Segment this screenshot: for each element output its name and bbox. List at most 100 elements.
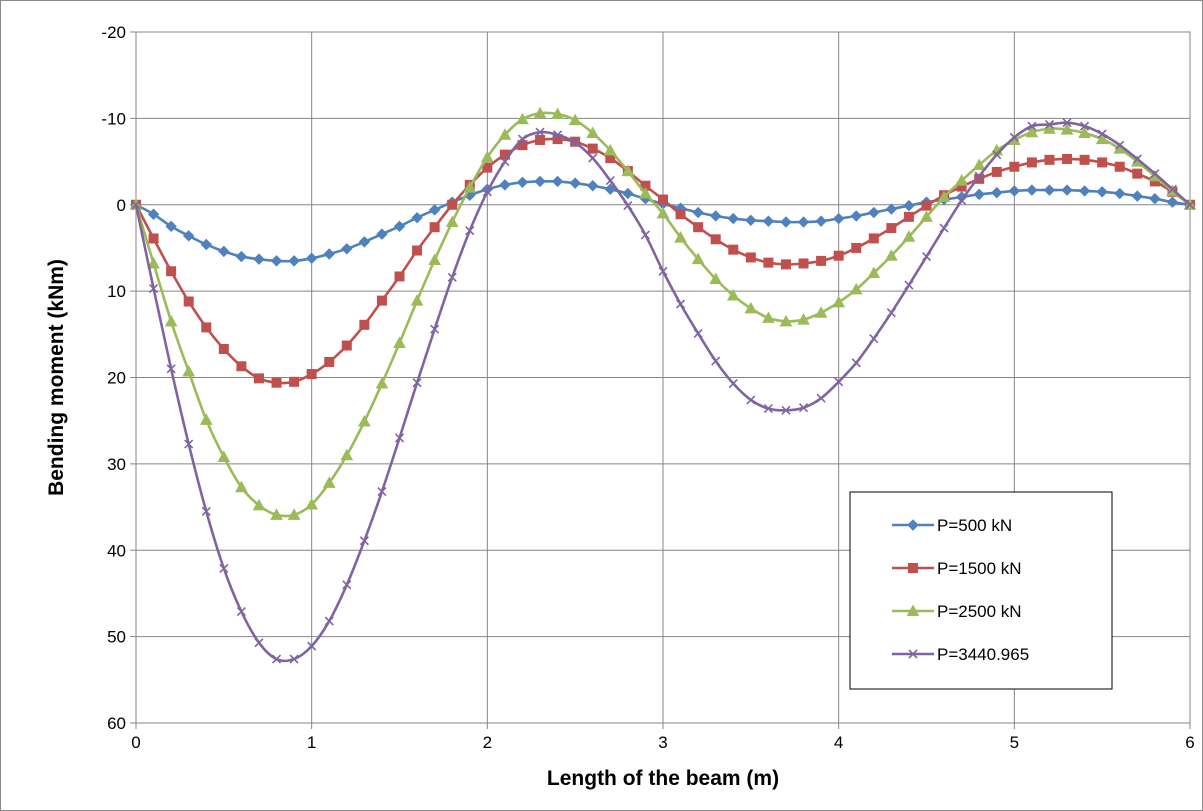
data-point (236, 607, 246, 617)
data-point (868, 206, 880, 219)
data-point (184, 439, 194, 449)
data-point (745, 214, 757, 227)
data-point (867, 266, 881, 278)
data-point (411, 211, 423, 224)
data-point (1044, 154, 1055, 165)
data-point (1062, 153, 1073, 164)
data-point (1114, 161, 1125, 172)
legend-swatch-marker (908, 649, 918, 659)
data-point (1167, 184, 1177, 194)
data-point (148, 233, 159, 244)
data-point (199, 413, 213, 425)
data-point (236, 361, 247, 372)
data-point (183, 296, 194, 307)
data-point (253, 253, 265, 265)
data-point (305, 497, 319, 510)
data-point (692, 206, 704, 219)
data-point (235, 250, 248, 263)
data-point (763, 257, 774, 268)
data-point (394, 271, 405, 282)
y-tick-label: 10 (107, 282, 126, 301)
data-point (358, 236, 371, 248)
data-point (869, 334, 879, 344)
data-point (974, 171, 984, 181)
data-point (516, 112, 529, 125)
data-point (200, 238, 212, 251)
x-tick-label: 6 (1185, 733, 1194, 752)
data-point (1025, 125, 1039, 138)
data-point (324, 356, 335, 367)
data-point (1009, 161, 1020, 172)
data-point (1097, 129, 1107, 139)
data-point (1043, 184, 1056, 196)
series-layer (129, 106, 1197, 664)
data-point (1009, 132, 1019, 142)
data-point (516, 176, 529, 188)
data-point (762, 215, 775, 227)
y-axis-ticks: -20 -10 0 10 20 30 40 50 60 (101, 23, 136, 733)
legend-label: P=1500 kN (937, 559, 1022, 578)
data-point (746, 395, 756, 405)
data-point (428, 253, 441, 266)
data-point (675, 209, 686, 220)
data-point (1008, 185, 1021, 197)
data-point (164, 314, 178, 327)
series-p-1500-kn (131, 134, 1195, 388)
data-point (254, 638, 264, 648)
data-point (780, 259, 791, 270)
data-point (393, 220, 406, 233)
x-tick-label: 2 (483, 733, 492, 752)
data-point (727, 212, 739, 225)
data-point (815, 215, 827, 227)
data-point (886, 308, 896, 318)
data-point (553, 130, 563, 140)
data-point (182, 364, 196, 377)
data-point (410, 294, 424, 306)
legend-item: P=1500 kN (892, 559, 1022, 578)
data-point (605, 175, 615, 186)
data-point (535, 134, 546, 145)
data-point (658, 194, 668, 205)
legend-swatch-marker (907, 519, 919, 531)
data-point (972, 158, 986, 171)
data-point (217, 450, 231, 462)
data-point (851, 242, 862, 253)
x-axis-title: Length of the beam (m) (547, 767, 779, 790)
data-point (868, 233, 879, 244)
data-point (902, 230, 916, 242)
data-point (463, 180, 477, 193)
data-point (640, 230, 650, 240)
data-point (832, 295, 846, 308)
data-point (201, 322, 212, 333)
x-tick-label: 5 (1010, 733, 1019, 752)
data-point (147, 208, 160, 220)
data-point (149, 283, 159, 294)
data-point (271, 654, 282, 664)
data-point (551, 175, 564, 188)
data-point (623, 201, 633, 211)
data-point (445, 215, 459, 228)
data-point (1079, 154, 1090, 165)
data-point (1061, 184, 1073, 196)
series-p-500-kn (130, 175, 1196, 267)
data-point (903, 199, 915, 212)
data-point (480, 150, 494, 163)
data-point (1080, 121, 1090, 131)
data-point (693, 328, 703, 339)
data-point (622, 187, 634, 200)
data-point (885, 249, 898, 261)
data-point (1150, 169, 1160, 179)
y-tick-label: -20 (101, 23, 126, 42)
legend-item: P=3440.965 (892, 645, 1029, 664)
data-point (745, 252, 756, 263)
data-point (235, 480, 248, 493)
y-tick-label: 40 (107, 541, 126, 560)
data-point (306, 369, 317, 380)
data-point (323, 248, 335, 260)
data-point (850, 210, 862, 222)
data-point (498, 128, 512, 140)
data-point (305, 252, 318, 265)
data-point (270, 508, 283, 520)
data-point (709, 210, 722, 222)
data-point (798, 403, 809, 413)
